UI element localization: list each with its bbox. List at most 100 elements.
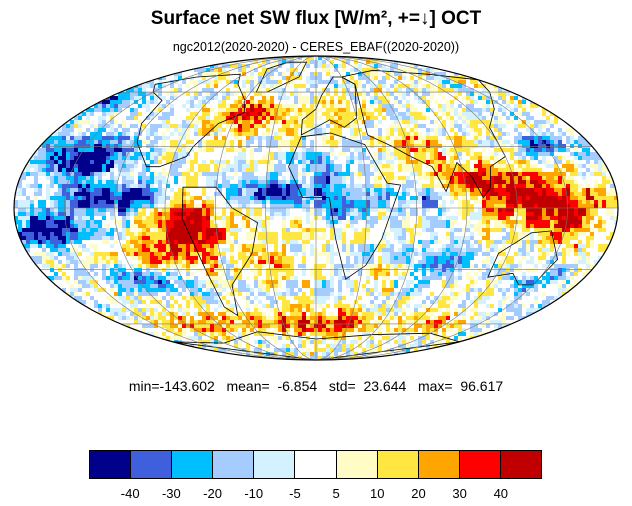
field-cell xyxy=(178,88,183,93)
field-cell xyxy=(238,128,243,133)
field-cell xyxy=(486,128,491,133)
field-cell xyxy=(342,172,347,177)
field-cell xyxy=(546,132,551,137)
field-cell xyxy=(206,208,211,213)
field-cell xyxy=(362,204,367,209)
field-cell xyxy=(174,192,179,197)
field-cell xyxy=(230,200,235,205)
field-cell xyxy=(94,200,99,205)
field-cell xyxy=(462,196,467,201)
field-cell xyxy=(146,104,151,109)
field-cell xyxy=(18,212,23,217)
field-cell xyxy=(250,172,255,177)
field-cell xyxy=(114,140,119,145)
field-cell xyxy=(150,92,155,97)
field-cell xyxy=(286,84,291,89)
field-cell xyxy=(298,96,303,101)
field-cell xyxy=(78,212,83,217)
field-cell xyxy=(106,164,111,169)
field-cell xyxy=(66,200,71,205)
field-cell xyxy=(266,100,271,105)
field-cell xyxy=(482,108,487,113)
field-cell xyxy=(306,148,311,153)
field-cell xyxy=(450,164,455,169)
field-cell xyxy=(554,216,559,221)
field-cell xyxy=(118,200,123,205)
field-cell xyxy=(34,208,39,213)
field-cell xyxy=(290,200,295,205)
field-cell xyxy=(410,144,415,149)
field-cell xyxy=(346,160,351,165)
field-cell xyxy=(394,64,399,69)
field-cell xyxy=(362,136,367,141)
field-cell xyxy=(554,184,559,189)
field-cell xyxy=(234,180,239,185)
field-cell xyxy=(582,168,587,173)
field-cell xyxy=(318,144,323,149)
field-cell xyxy=(386,144,391,149)
field-cell xyxy=(26,208,31,213)
field-cell xyxy=(342,200,347,205)
field-cell xyxy=(334,116,339,121)
field-cell xyxy=(370,84,375,89)
field-cell xyxy=(118,196,123,201)
field-cell xyxy=(486,140,491,145)
field-cell xyxy=(206,96,211,101)
field-cell xyxy=(90,208,95,213)
field-cell xyxy=(230,64,235,69)
field-cell xyxy=(330,92,335,97)
field-cell xyxy=(234,156,239,161)
field-cell xyxy=(458,200,463,205)
field-cell xyxy=(254,128,259,133)
field-cell xyxy=(402,104,407,109)
field-cell xyxy=(102,156,107,161)
field-cell xyxy=(122,180,127,185)
field-cell xyxy=(126,180,131,185)
field-cell xyxy=(538,140,543,145)
field-cell xyxy=(254,180,259,185)
field-cell xyxy=(54,200,59,205)
field-cell xyxy=(126,204,131,209)
field-cell xyxy=(118,188,123,193)
field-cell xyxy=(78,188,83,193)
field-cell xyxy=(310,168,315,173)
field-cell xyxy=(214,68,219,73)
field-cell xyxy=(194,68,199,73)
field-cell xyxy=(38,176,43,181)
field-cell xyxy=(238,192,243,197)
field-cell xyxy=(198,128,203,133)
field-cell xyxy=(546,176,551,181)
field-cell xyxy=(446,88,451,93)
field-cell xyxy=(426,200,431,205)
field-cell xyxy=(346,168,351,173)
field-cell xyxy=(234,88,239,93)
field-cell xyxy=(274,144,279,149)
field-cell xyxy=(106,204,111,209)
field-cell xyxy=(390,204,395,209)
field-cell xyxy=(90,212,95,217)
field-cell xyxy=(358,152,363,157)
field-cell xyxy=(454,140,459,145)
field-cell xyxy=(462,128,467,133)
field-cell xyxy=(434,192,439,197)
field-cell xyxy=(158,92,163,97)
field-cell xyxy=(194,136,199,141)
field-cell xyxy=(146,184,151,189)
field-cell xyxy=(438,96,443,101)
field-cell xyxy=(182,88,187,93)
field-cell xyxy=(466,208,471,213)
field-cell xyxy=(146,144,151,149)
field-cell xyxy=(598,172,603,177)
field-cell xyxy=(478,120,483,125)
field-cell xyxy=(602,168,607,173)
field-cell xyxy=(342,108,347,113)
field-cell xyxy=(202,112,207,117)
field-cell xyxy=(374,172,379,177)
field-cell xyxy=(86,132,91,137)
field-cell xyxy=(454,180,459,185)
field-cell xyxy=(602,164,607,169)
field-cell xyxy=(114,200,119,205)
field-cell xyxy=(318,108,323,113)
field-cell xyxy=(262,204,267,209)
field-cell xyxy=(146,148,151,153)
